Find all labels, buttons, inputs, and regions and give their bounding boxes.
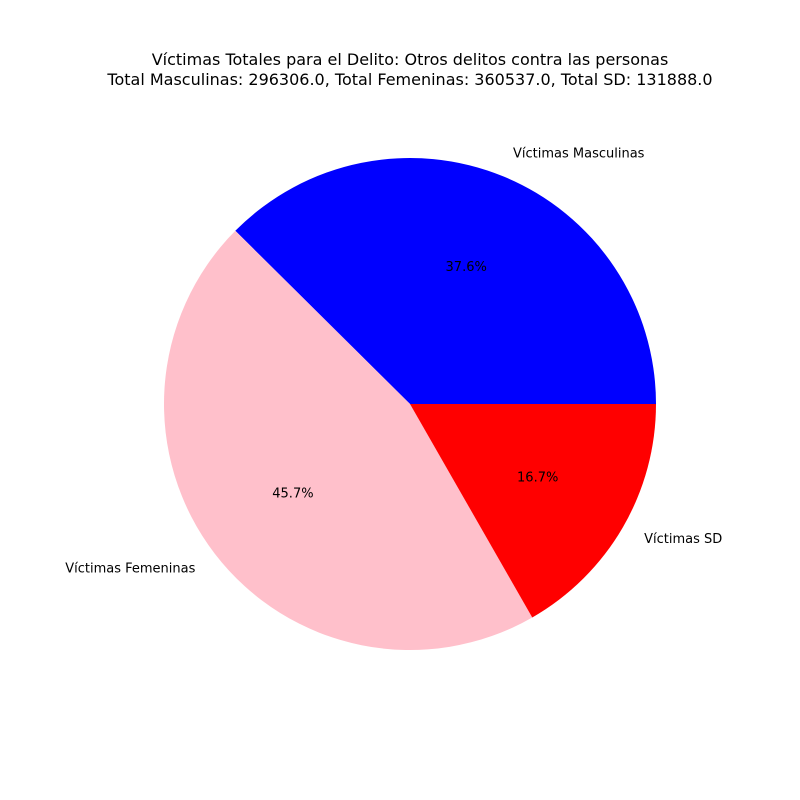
pie-slice-victimas-femeninas bbox=[164, 230, 533, 650]
pie-slice-victimas-masculinas bbox=[235, 158, 656, 404]
pie-category-label-victimas-masculinas: Víctimas Masculinas bbox=[513, 146, 645, 161]
pie-percent-label-victimas-masculinas: 37.6% bbox=[446, 260, 487, 275]
chart-subtitle: Total Masculinas: 296306.0, Total Femeni… bbox=[107, 70, 713, 89]
pie-percent-label-victimas-femeninas: 45.7% bbox=[272, 486, 313, 501]
pie-category-label-victimas-femeninas: Víctimas Femeninas bbox=[65, 561, 195, 576]
pie-category-label-victimas-sd: Víctimas SD bbox=[644, 532, 722, 547]
chart-title-block: Víctimas Totales para el Delito: Otros d… bbox=[0, 50, 800, 90]
chart-title: Víctimas Totales para el Delito: Otros d… bbox=[151, 50, 669, 69]
pie-percent-label-victimas-sd: 16.7% bbox=[517, 471, 558, 486]
pie-slice-victimas-sd bbox=[410, 404, 656, 618]
